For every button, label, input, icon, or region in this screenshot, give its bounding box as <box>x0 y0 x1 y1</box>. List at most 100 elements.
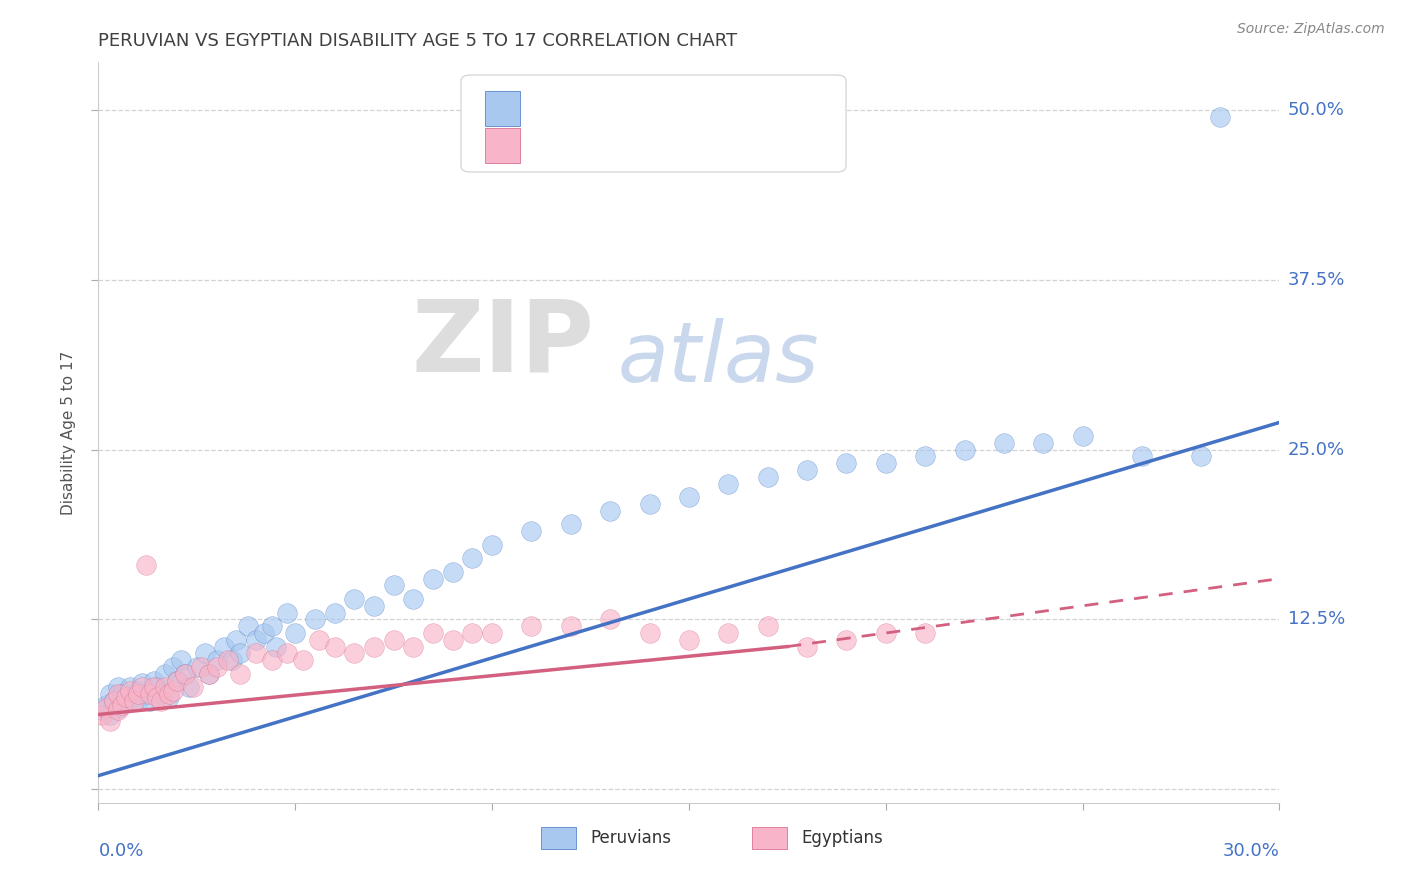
Point <box>993 435 1015 450</box>
Point <box>107 687 129 701</box>
Text: N = 53: N = 53 <box>678 134 740 152</box>
Point <box>835 632 858 647</box>
Point <box>678 632 700 647</box>
Point <box>98 687 121 701</box>
Text: R = 0.645: R = 0.645 <box>531 96 623 114</box>
Point <box>304 612 326 626</box>
Point <box>323 640 346 654</box>
Point <box>225 632 247 647</box>
Point <box>678 490 700 504</box>
Point <box>98 714 121 729</box>
Point <box>107 700 129 714</box>
Point <box>166 673 188 688</box>
Point <box>1071 429 1094 443</box>
Point <box>162 684 184 698</box>
Point <box>560 517 582 532</box>
Point <box>142 681 165 695</box>
Point <box>835 456 858 470</box>
Point <box>363 599 385 613</box>
Point <box>717 626 740 640</box>
Point <box>953 442 976 457</box>
Point <box>181 681 204 695</box>
Point <box>111 698 134 712</box>
Point <box>205 660 228 674</box>
Point <box>441 632 464 647</box>
Point <box>91 707 114 722</box>
Point <box>382 632 405 647</box>
Point <box>422 572 444 586</box>
Point <box>170 653 193 667</box>
Point <box>481 538 503 552</box>
Point <box>1209 110 1232 124</box>
Point <box>107 681 129 695</box>
Point <box>253 626 276 640</box>
Point <box>402 592 425 607</box>
Text: Peruvians: Peruvians <box>591 829 672 847</box>
Point <box>197 666 219 681</box>
Point <box>157 690 180 704</box>
Point <box>107 703 129 717</box>
Text: 37.5%: 37.5% <box>1288 271 1346 289</box>
Point <box>177 681 200 695</box>
Point <box>717 476 740 491</box>
Text: N = 69: N = 69 <box>678 96 740 114</box>
Point <box>276 606 298 620</box>
Point <box>150 694 173 708</box>
Point <box>103 694 125 708</box>
Point <box>138 687 160 701</box>
Point <box>236 619 259 633</box>
Point <box>118 684 141 698</box>
Point <box>96 700 118 714</box>
Text: 30.0%: 30.0% <box>1223 842 1279 860</box>
Point <box>599 612 621 626</box>
Point <box>217 653 239 667</box>
Point <box>115 690 138 704</box>
Point <box>155 666 177 681</box>
Point <box>560 619 582 633</box>
Point <box>186 660 208 674</box>
Point <box>914 450 936 464</box>
Point <box>1189 450 1212 464</box>
Point <box>520 619 543 633</box>
Point <box>292 653 315 667</box>
Point <box>245 646 267 660</box>
Point <box>402 640 425 654</box>
Point <box>221 653 243 667</box>
Point <box>174 666 197 681</box>
Point <box>162 660 184 674</box>
Bar <box>485 128 520 162</box>
Point <box>422 626 444 640</box>
Point <box>138 694 160 708</box>
Text: R = 0.302: R = 0.302 <box>531 134 621 152</box>
Point <box>127 687 149 701</box>
Point <box>1032 435 1054 450</box>
Text: 12.5%: 12.5% <box>1288 610 1346 628</box>
Point <box>135 687 157 701</box>
Point <box>174 666 197 681</box>
Point <box>142 673 165 688</box>
Point <box>96 698 118 712</box>
Point <box>146 690 169 704</box>
Point <box>131 681 153 695</box>
Point <box>481 626 503 640</box>
Text: Source: ZipAtlas.com: Source: ZipAtlas.com <box>1237 22 1385 37</box>
Point <box>363 640 385 654</box>
Text: Egyptians: Egyptians <box>801 829 883 847</box>
FancyBboxPatch shape <box>461 75 846 172</box>
Text: 0.0%: 0.0% <box>98 842 143 860</box>
Point <box>166 673 188 688</box>
Point <box>98 707 121 722</box>
Point <box>103 694 125 708</box>
Point <box>155 681 177 695</box>
Point <box>146 681 169 695</box>
Text: atlas: atlas <box>619 318 820 399</box>
Point <box>91 703 114 717</box>
Point <box>260 619 283 633</box>
Point <box>197 666 219 681</box>
Point <box>127 694 149 708</box>
Point <box>343 592 366 607</box>
Bar <box>485 91 520 126</box>
Point <box>599 504 621 518</box>
Point <box>284 626 307 640</box>
Point <box>194 646 217 660</box>
